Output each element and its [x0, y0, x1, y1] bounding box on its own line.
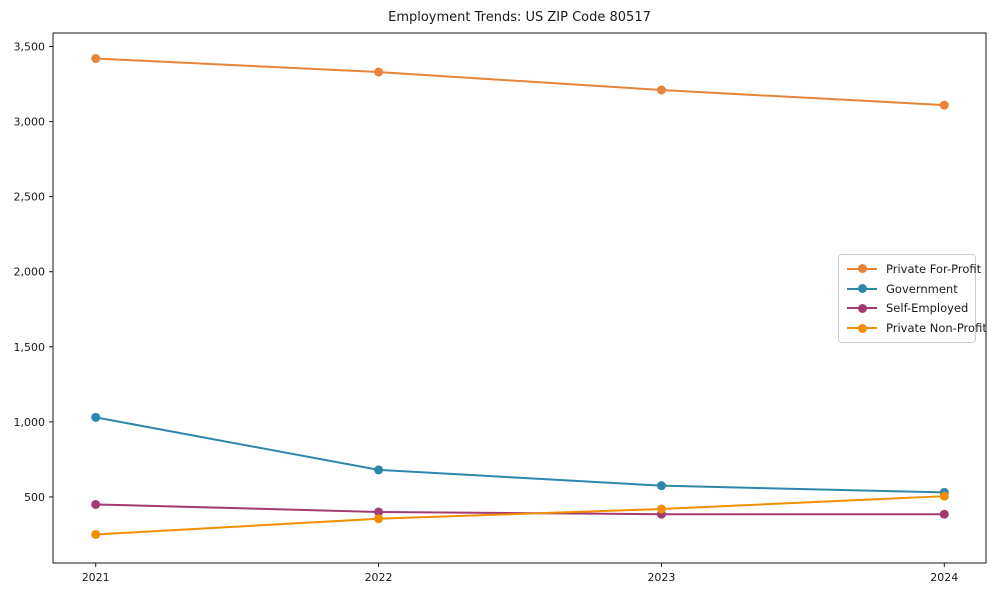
series-line [94, 495, 946, 536]
data-point-marker [656, 504, 666, 514]
data-point-marker [939, 491, 949, 501]
y-axis-tick-label: 1,000 [14, 416, 46, 429]
legend-label: Self-Employed [886, 301, 969, 316]
legend-label: Private Non-Profit [886, 321, 987, 336]
plot-frame [52, 32, 987, 564]
data-point-marker [939, 100, 949, 110]
legend-item: Government [845, 279, 969, 299]
legend-item: Self-Employed [845, 299, 969, 319]
data-point-marker [374, 507, 384, 517]
data-point-marker [91, 412, 101, 422]
legend-item: Private Non-Profit [845, 318, 987, 338]
data-point-marker [939, 509, 949, 519]
legend-label: Government [886, 281, 958, 296]
y-axis-tick-label: 3,500 [14, 41, 46, 54]
y-axis-tick-label: 1,500 [14, 341, 46, 354]
legend: Private For-Profit Government Self-Employe… [838, 254, 987, 343]
y-axis-tick-label: 3,000 [14, 116, 46, 129]
legend-line-marker-icon [847, 284, 877, 294]
y-axis-tick-label: 2,000 [14, 266, 46, 279]
data-point-marker [374, 67, 384, 77]
series-line [94, 503, 946, 516]
x-axis-tick-label: 2024 [930, 571, 958, 584]
data-point-marker [656, 481, 666, 491]
data-point-marker [91, 54, 101, 64]
legend-line-marker-icon [847, 323, 877, 333]
data-point-marker [656, 85, 666, 95]
legend-line-marker-icon [847, 264, 877, 274]
series-line [94, 57, 946, 107]
x-axis-tick-label: 2021 [82, 571, 110, 584]
legend-line-marker-icon [847, 303, 877, 313]
x-axis-tick-label: 2023 [647, 571, 675, 584]
series-line [94, 416, 946, 494]
chart-title: Employment Trends: US ZIP Code 80517 [388, 10, 651, 25]
data-point-marker [374, 514, 384, 524]
y-axis-tick-label: 500 [24, 491, 45, 504]
data-point-marker [91, 499, 101, 509]
data-point-marker [91, 529, 101, 539]
x-axis-tick-label: 2022 [365, 571, 393, 584]
legend-label: Private For-Profit [886, 261, 982, 276]
legend-item: Private For-Profit [845, 259, 981, 279]
y-axis-tick-label: 2,500 [14, 191, 46, 204]
data-point-marker [374, 465, 384, 475]
